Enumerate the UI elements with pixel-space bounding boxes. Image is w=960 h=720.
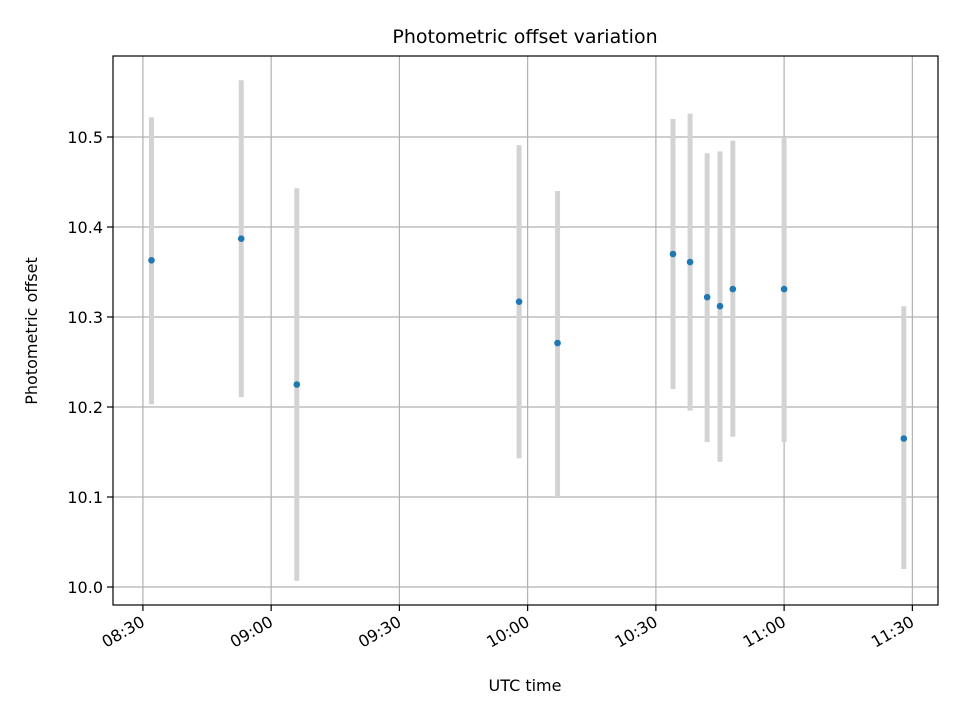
x-tick-label: 11:30: [868, 612, 917, 652]
y-axis-label: Photometric offset: [22, 257, 41, 405]
data-point: [148, 257, 155, 264]
y-tick-label: 10.4: [67, 218, 103, 237]
axis-ticks: 08:30 09:00 09:30 10:00 10:30 11:00 11:30 10.0 1…: [67, 128, 917, 652]
x-tick-label: 10:30: [611, 612, 660, 652]
data-point: [515, 298, 523, 306]
data-point: [703, 293, 711, 301]
grid: [113, 56, 938, 605]
x-axis-label: UTC time: [489, 676, 562, 695]
y-tick-label: 10.5: [67, 128, 103, 147]
data-point: [716, 302, 724, 310]
data-point: [729, 285, 737, 293]
chart-title: Photometric offset variation: [392, 26, 657, 48]
y-tick-label: 10.0: [67, 578, 103, 597]
x-tick-label: 09:00: [227, 612, 276, 652]
data-point: [686, 258, 694, 266]
y-tick-label: 10.1: [67, 488, 103, 507]
y-tick-label: 10.3: [67, 308, 103, 327]
data-point: [237, 235, 245, 242]
x-tick-label: 10:00: [483, 612, 532, 652]
x-tick-label: 08:30: [98, 612, 147, 652]
data-point: [293, 381, 301, 388]
data-points: [148, 235, 908, 442]
data-point: [900, 435, 908, 442]
data-point: [669, 250, 677, 258]
data-point: [554, 339, 561, 347]
x-tick-label: 09:30: [355, 612, 404, 652]
data-point: [780, 285, 788, 293]
y-tick-label: 10.2: [67, 398, 103, 417]
plot-frame: [112, 55, 939, 606]
x-tick-label: 11:00: [740, 612, 789, 652]
